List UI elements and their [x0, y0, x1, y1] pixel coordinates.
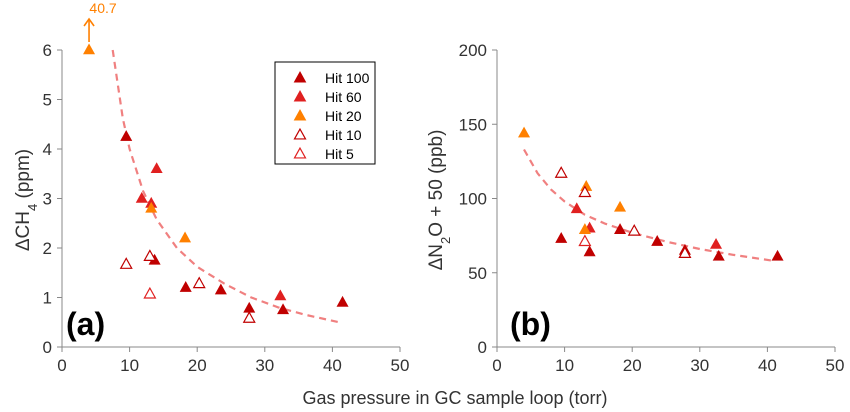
y-tick-label: 150 [459, 115, 487, 134]
y-tick-label: 5 [43, 91, 52, 110]
point-hit-20 [83, 43, 96, 55]
point-hit-10 [678, 246, 692, 259]
x-tick-label: 40 [323, 356, 342, 375]
point-hit-60 [274, 289, 287, 301]
panel-b-label: (b) [510, 306, 551, 342]
legend-label-hit-100: Hit 100 [325, 70, 370, 86]
point-hit-10 [143, 249, 157, 261]
x-tick-label: 30 [255, 356, 274, 375]
point-hit-10 [242, 311, 256, 323]
x-tick-label: 40 [758, 356, 777, 375]
fit-curve [523, 148, 775, 262]
legend-label-hit-5: Hit 5 [325, 146, 354, 162]
point-hit-10 [554, 166, 568, 178]
point-hit-10 [578, 185, 592, 198]
x-tick-label: 50 [391, 356, 410, 375]
x-tick-label: 30 [690, 356, 709, 375]
panel-a-chart: 0 10 20 30 40 50 0 1 2 3 4 5 6 40.7 (a) ΔCH4 (ppm) H… [13, 0, 409, 375]
y-tick-label: 100 [459, 190, 487, 209]
point-hit-20 [145, 201, 158, 213]
y-tick-label: 6 [43, 41, 52, 60]
point-hit-60 [710, 237, 723, 249]
y-tick-label: 1 [43, 289, 52, 308]
legend-box [274, 61, 376, 165]
y-tick-label: 2 [43, 239, 52, 258]
x-tick-label: 10 [120, 356, 139, 375]
annotation-arrowhead [83, 17, 95, 27]
x-tick-label: 20 [188, 356, 207, 375]
point-hit-100 [243, 301, 256, 313]
point-hit-100 [214, 283, 227, 295]
x-tick-label: 50 [826, 356, 845, 375]
legend-label-hit-10: Hit 10 [325, 127, 362, 143]
point-hit-5 [143, 286, 157, 299]
y-tick-label: 50 [468, 264, 487, 283]
x-tick-label: 0 [492, 356, 501, 375]
y-tick-label: 0 [43, 338, 52, 357]
legend-marker-hit-10 [293, 127, 307, 140]
point-hit-100 [651, 235, 664, 246]
legend-label-hit-20: Hit 20 [325, 108, 362, 124]
legend-marker-hit-100 [293, 71, 307, 83]
point-hit-100 [583, 245, 596, 257]
x-tick-label: 10 [555, 356, 574, 375]
point-hit-20 [614, 200, 627, 212]
panel-b-chart: 0 10 20 30 40 50 0 50 100 150 200 (b) ΔN2O + 50 (p… [426, 41, 844, 375]
point-hit-100 [771, 249, 784, 261]
panel-a-y-axis-title: ΔCH4 (ppm) [13, 149, 40, 251]
point-hit-60 [135, 191, 148, 203]
legend-marker-hit-60 [293, 90, 307, 102]
x-tick-label: 0 [57, 356, 66, 375]
point-hit-100 [277, 303, 290, 315]
point-hit-100 [555, 232, 568, 243]
point-hit-10 [119, 257, 133, 269]
y-tick-label: 4 [43, 140, 52, 159]
y-tick-label: 0 [478, 338, 487, 357]
point-hit-60 [150, 162, 163, 174]
annotation-label: 40.7 [89, 0, 116, 16]
panel-b-y-axis-title: ΔN2O + 50 (ppb) [426, 130, 453, 271]
panel-a-label: (a) [66, 306, 105, 342]
legend-marker-hit-20 [293, 109, 307, 121]
y-tick-label: 200 [459, 41, 487, 60]
point-hit-10 [627, 223, 641, 236]
point-hit-100 [336, 295, 349, 307]
point-hit-100 [179, 281, 192, 292]
legend-marker-hit-5 [293, 146, 307, 159]
y-tick-label: 3 [43, 190, 52, 209]
point-hit-20 [518, 126, 531, 138]
point-hit-100 [120, 130, 133, 141]
point-hit-100 [712, 249, 725, 261]
point-hit-20 [578, 223, 591, 234]
x-tick-label: 20 [623, 356, 642, 375]
point-hit-60 [570, 202, 583, 214]
x-axis-title: Gas pressure in GC sample loop (torr) [302, 388, 607, 408]
panel-a-legend: Hit 100 Hit 60 Hit 20 Hit 10 Hit 5 [274, 61, 376, 165]
point-hit-10 [192, 276, 206, 289]
point-hit-5 [578, 234, 592, 247]
point-hit-100 [614, 223, 627, 234]
legend-label-hit-60: Hit 60 [325, 89, 362, 105]
point-hit-20 [179, 231, 192, 243]
